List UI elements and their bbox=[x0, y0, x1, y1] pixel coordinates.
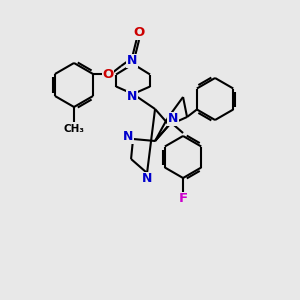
Text: N: N bbox=[127, 55, 137, 68]
Text: O: O bbox=[134, 26, 145, 40]
Text: N: N bbox=[127, 91, 137, 103]
Text: N: N bbox=[168, 112, 178, 125]
Text: F: F bbox=[178, 193, 188, 206]
Text: O: O bbox=[102, 68, 114, 80]
Text: CH₃: CH₃ bbox=[64, 124, 85, 134]
Text: N: N bbox=[142, 172, 152, 185]
Text: N: N bbox=[123, 130, 133, 143]
